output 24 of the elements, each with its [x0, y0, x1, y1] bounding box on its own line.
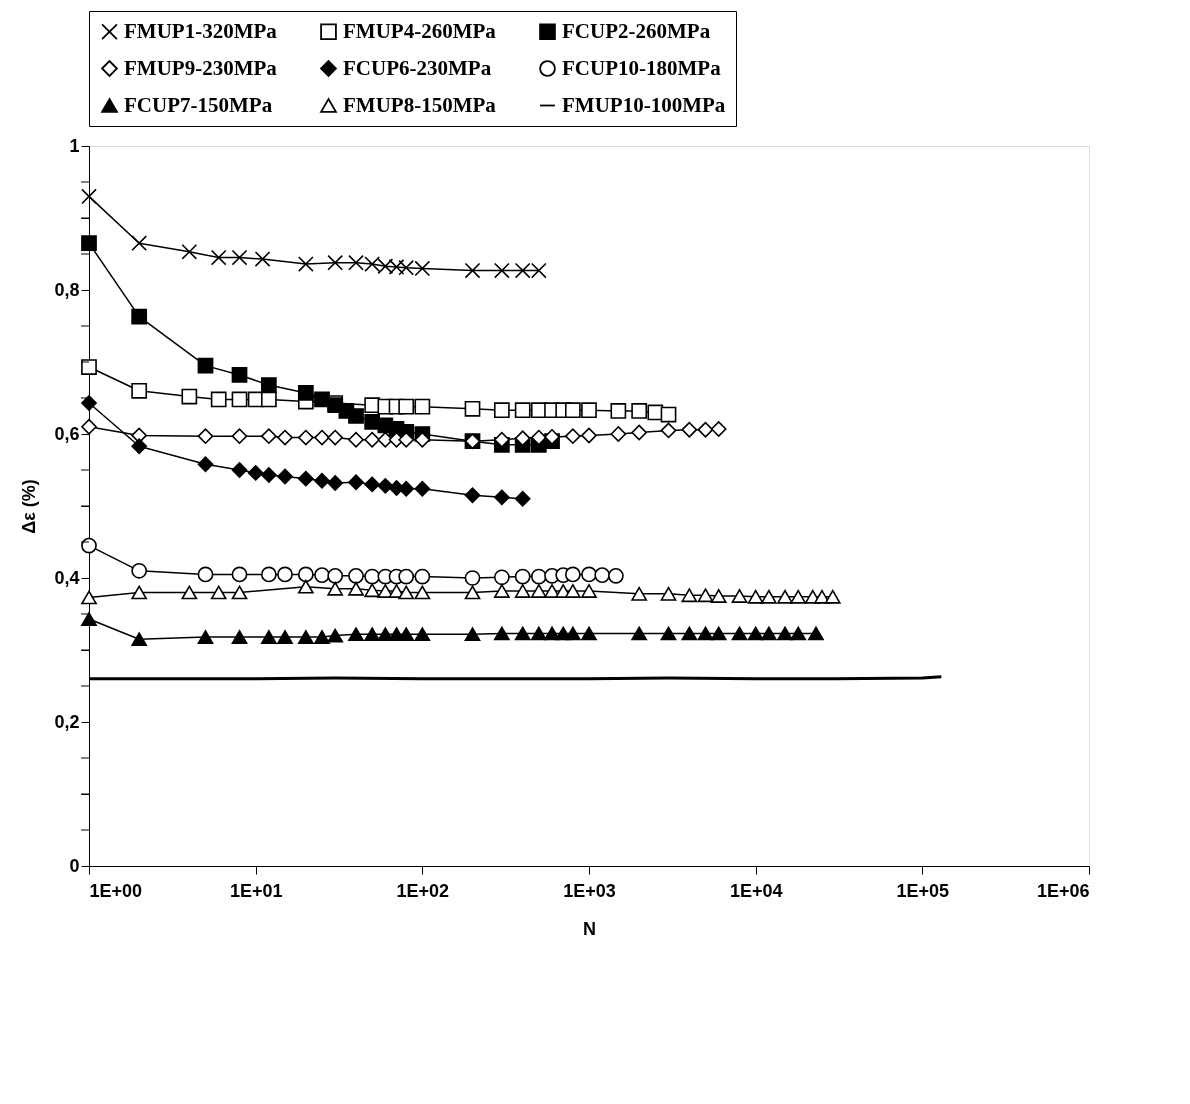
y-tick-label: 1 — [69, 135, 80, 156]
x-tick-label: 1E+06 — [1036, 880, 1090, 901]
y-tick-label: 0 — [69, 855, 80, 876]
x-tick-label: 1E+00 — [89, 880, 143, 901]
legend-label: FCUP7-150MPa — [124, 92, 273, 117]
x-tick-label: 1E+05 — [896, 880, 950, 901]
y-tick-label: 0,8 — [54, 279, 80, 300]
legend-label: FMUP4-260MPa — [343, 18, 497, 43]
legend-label: FMUP1-320MPa — [124, 18, 278, 43]
x-tick-label: 1E+01 — [229, 880, 283, 901]
legend-label: FCUP10-180MPa — [562, 55, 722, 80]
x-axis-title: N — [583, 918, 596, 939]
y-tick-label: 0,6 — [54, 423, 80, 444]
x-tick-label: 1E+04 — [729, 880, 783, 901]
legend-label: FCUP6-230MPa — [343, 55, 492, 80]
legend-label: FMUP10-100MPa — [562, 92, 726, 117]
legend-label: FCUP2-260MPa — [562, 18, 711, 43]
legend-label: FMUP8-150MPa — [343, 92, 497, 117]
y-tick-label: 0,4 — [54, 567, 80, 588]
x-tick-label: 1E+02 — [396, 880, 450, 901]
x-tick-label: 1E+03 — [563, 880, 616, 901]
legend-label: FMUP9-230MPa — [124, 55, 278, 80]
y-axis-title: Δε (%) — [19, 479, 40, 534]
y-tick-label: 0,2 — [54, 711, 80, 732]
